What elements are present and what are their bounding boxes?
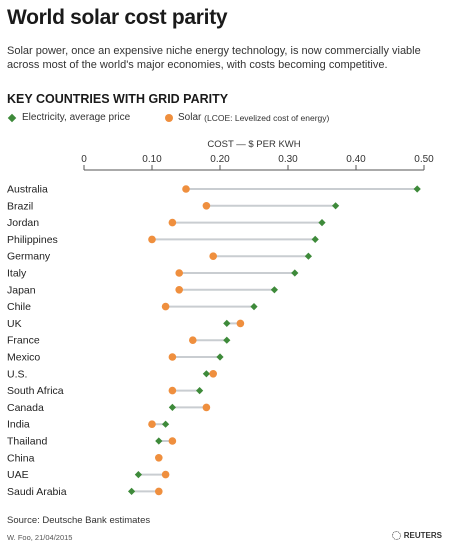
reuters-logo: REUTERS <box>391 531 442 540</box>
x-tick-label: 0.30 <box>278 154 298 165</box>
circle-marker-icon <box>165 113 173 122</box>
chart-subtitle: Solar power, once an expensive niche ene… <box>7 45 421 71</box>
x-tick-label: 0.10 <box>142 154 162 165</box>
solar-point <box>148 420 156 429</box>
electricity-point <box>216 353 224 361</box>
solar-point <box>148 235 156 244</box>
electricity-point <box>128 487 136 495</box>
electricity-point <box>318 219 326 227</box>
solar-point <box>168 437 177 445</box>
x-tick-label: 0 <box>81 154 87 165</box>
x-axis-label: COST — $ PER KWH <box>207 139 300 150</box>
solar-point <box>168 386 177 395</box>
solar-point <box>161 470 170 479</box>
source-note: Source: Deutsche Bank estimates <box>7 515 151 526</box>
solar-point <box>168 353 177 361</box>
category-label: Mexico <box>7 352 40 364</box>
legend-solar-note: (LCOE: Levelized cost of energy) <box>204 112 330 123</box>
electricity-point <box>223 336 231 344</box>
electricity-point <box>270 286 278 294</box>
electricity-point <box>223 319 231 327</box>
category-label: Japan <box>7 284 36 296</box>
electricity-point <box>202 370 210 378</box>
byline: W. Foo, 21/04/2015 <box>7 533 73 542</box>
electricity-point <box>332 202 340 210</box>
solar-point <box>202 403 211 412</box>
electricity-point <box>168 403 176 411</box>
category-label: Jordan <box>7 217 39 229</box>
solar-point <box>155 487 163 496</box>
x-tick-label: 0.40 <box>346 154 366 165</box>
reuters-logo-icon <box>391 531 401 540</box>
category-label: Italy <box>7 268 27 280</box>
category-label: Germany <box>7 251 51 263</box>
legend-solar: Solar (LCOE: Levelized cost of energy) <box>165 112 329 123</box>
solar-point <box>202 202 211 210</box>
solar-point <box>161 302 170 311</box>
category-label: Saudi Arabia <box>7 486 67 498</box>
electricity-point <box>250 303 258 311</box>
solar-point <box>155 454 163 462</box>
category-label: Australia <box>7 184 48 196</box>
legend-electricity-label: Electricity, average price <box>22 112 131 123</box>
section-title: KEY COUNTRIES WITH GRID PARITY <box>7 92 229 106</box>
category-label: Thailand <box>7 436 47 448</box>
chart-title: World solar cost parity <box>7 6 228 29</box>
solar-point <box>209 370 217 378</box>
electricity-point <box>291 269 299 277</box>
category-label: Chile <box>7 301 31 313</box>
solar-point <box>168 218 177 227</box>
category-label: U.S. <box>7 368 27 380</box>
electricity-point <box>155 437 163 445</box>
x-tick-label: 0.50 <box>414 154 434 165</box>
solar-point <box>182 185 190 193</box>
category-label: Canada <box>7 402 44 414</box>
solar-point <box>236 319 245 328</box>
category-label: India <box>7 419 30 431</box>
electricity-point <box>304 252 312 260</box>
category-label: Brazil <box>7 200 33 212</box>
category-label: China <box>7 452 35 464</box>
category-label: France <box>7 335 40 347</box>
electricity-point <box>311 235 319 243</box>
electricity-point <box>162 420 170 428</box>
category-label: South Africa <box>7 385 64 397</box>
solar-point <box>175 269 183 277</box>
category-label: UAE <box>7 469 29 481</box>
legend-solar-label: Solar <box>178 112 202 123</box>
solar-point <box>209 252 217 260</box>
electricity-point <box>134 471 142 479</box>
category-label: UK <box>7 318 22 330</box>
category-label: Philippines <box>7 234 58 246</box>
solar-point <box>189 336 197 345</box>
legend-electricity: Electricity, average price <box>7 112 130 123</box>
electricity-point <box>196 387 204 395</box>
reuters-logo-text: REUTERS <box>403 531 442 540</box>
electricity-point <box>413 185 421 193</box>
x-tick-label: 0.20 <box>210 154 230 165</box>
solar-point <box>175 286 183 294</box>
